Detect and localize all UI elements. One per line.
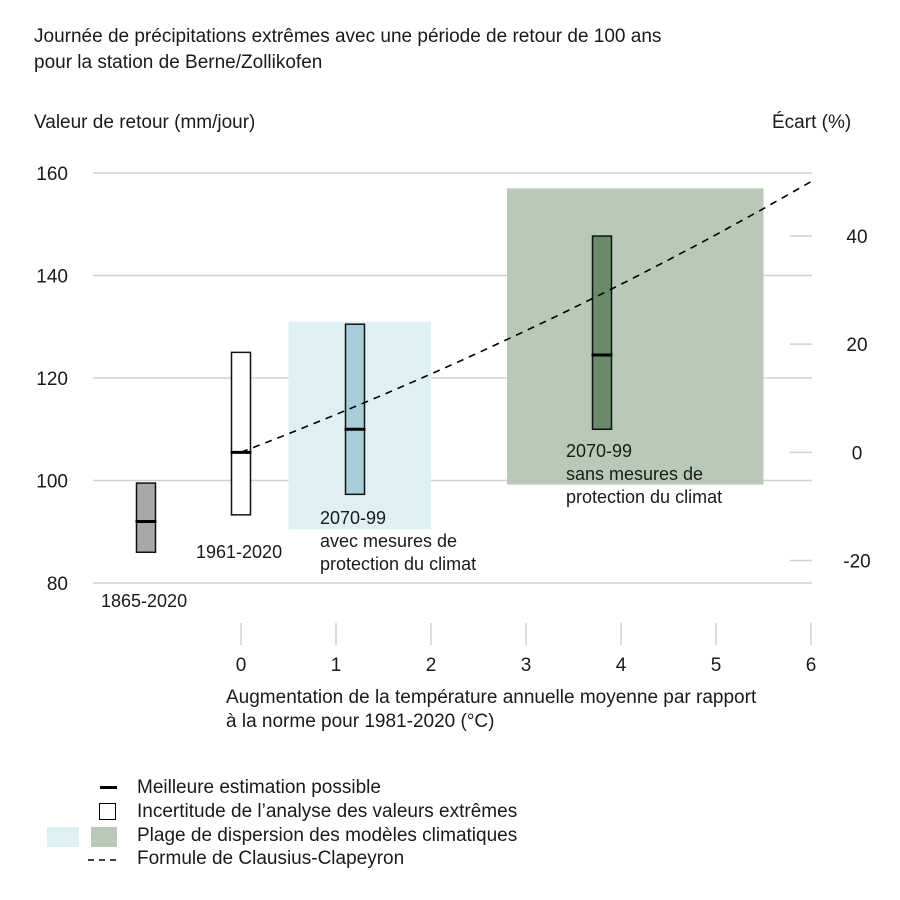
chart-title: Journée de précipitations extrêmes avec … [34, 24, 661, 76]
x-tick-label-3: 3 [521, 655, 532, 676]
box-label-4-line-3: protection du climat [566, 487, 722, 507]
chart-title-line-1: Journée de précipitations extrêmes avec … [34, 26, 662, 47]
legend-label-uncertainty: Incertitude de l’analyse des valeurs ext… [137, 801, 518, 822]
x-axis-title-line-2: à la norme pour 1981-2020 (°C) [226, 711, 495, 732]
legend-label-best-estimate: Meilleure estimation possible [137, 777, 381, 798]
box-label-4-line-1: 2070-99 [566, 441, 632, 461]
legend-best-estimate-icon [100, 786, 117, 789]
uncertainty-box-4 [591, 235, 613, 430]
x-tick-label-5: 5 [711, 655, 722, 676]
chart-title-line-2: pour la station de Berne/Zollikofen [34, 52, 323, 73]
y-tick-label-80: 80 [47, 574, 68, 595]
x-tick-label-2: 2 [426, 655, 437, 676]
x-tick-label-1: 1 [331, 655, 342, 676]
model-range-2 [507, 188, 764, 485]
chart-plot: 80 100 120 140 160 -20 0 20 40 0 1 2 3 4 5 6 1865-2020 19… [36, 164, 870, 676]
uncertainty-box-3 [344, 323, 366, 496]
box-label-1-line-1: 1865-2020 [101, 591, 187, 611]
legend-swatch-light-blue [47, 827, 79, 847]
x-axis-title-line-1: Augmentation de la température annuelle … [226, 687, 757, 708]
legend-label-model-range: Plage de dispersion des modèles climatiq… [137, 825, 518, 846]
clausius-clapeyron-line [240, 180, 812, 454]
uncertainty-box-2 [230, 351, 252, 516]
y2-tick-label-40: 40 [846, 227, 867, 248]
legend-dashed-line-icon [88, 859, 118, 861]
legend: Meilleure estimation possible Incertitud… [0, 776, 900, 876]
legend-swatch-green [91, 827, 117, 847]
box-label-3-line-1: 2070-99 [320, 508, 386, 528]
y-tick-label-120: 120 [36, 369, 68, 390]
box-label-3-line-2: avec mesures de [320, 531, 457, 551]
uncertainty-box-1 [135, 482, 157, 553]
y-tick-label-160: 160 [36, 164, 68, 185]
x-tick-label-4: 4 [616, 655, 627, 676]
y-tick-label-100: 100 [36, 472, 68, 493]
x-axis-title: Augmentation de la température annuelle … [226, 686, 756, 734]
box-label-4-line-2: sans mesures de [566, 464, 703, 484]
box-label-3-line-3: protection du climat [320, 554, 476, 574]
x-tick-label-0: 0 [236, 655, 247, 676]
y2-tick-label-0: 0 [852, 443, 863, 464]
y2-tick-label--20: -20 [843, 551, 870, 572]
box-label-2-line-1: 1961-2020 [196, 542, 282, 562]
y2-axis-title: Écart (%) [772, 112, 852, 133]
y-tick-label-140: 140 [36, 267, 68, 288]
legend-uncertainty-icon [99, 803, 116, 820]
y-axis-title: Valeur de retour (mm/jour) [34, 112, 256, 133]
x-tick-label-6: 6 [806, 655, 817, 676]
y2-tick-label-20: 20 [846, 335, 867, 356]
legend-label-clausius-clapeyron: Formule de Clausius-Clapeyron [137, 848, 405, 869]
